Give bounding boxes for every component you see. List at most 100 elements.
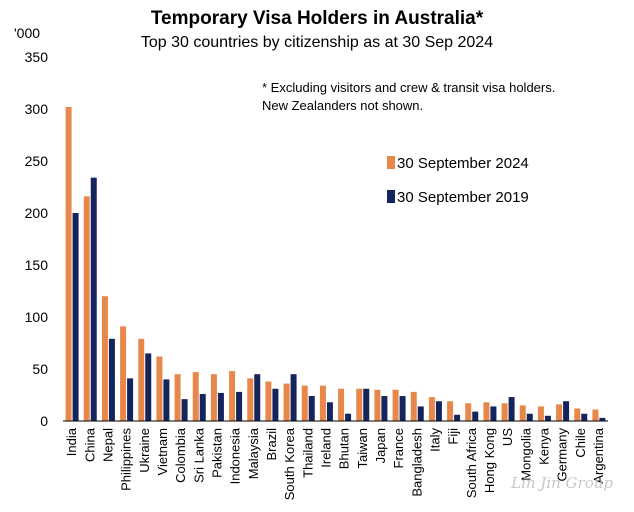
bar-2024-mongolia: [519, 405, 526, 421]
bar-2024-germany: [556, 404, 563, 421]
x-tick-label: Fiji: [446, 428, 461, 445]
x-tick-label: Hong Kong: [482, 428, 497, 493]
bar-2024-fiji: [447, 401, 454, 421]
bar-2019-chile: [581, 413, 588, 421]
bar-2019-pakistan: [217, 392, 224, 421]
bar-2019-thailand: [308, 396, 315, 421]
y-axis-unit-label: '000: [14, 25, 40, 41]
x-tick-label: Indonesia: [228, 427, 243, 484]
x-tick-label: South Africa: [464, 427, 479, 498]
bar-2019-germany: [563, 401, 570, 421]
x-tick-label: Nepal: [100, 428, 115, 462]
bar-2019-vietnam: [163, 379, 170, 421]
x-tick-label: Kenya: [536, 427, 551, 465]
bar-2019-bhutan: [345, 413, 352, 421]
x-tick-label: Ukraine: [137, 428, 152, 473]
y-tick-label: 150: [25, 257, 49, 273]
bar-2019-hong-kong: [490, 406, 497, 421]
bar-2024-taiwan: [356, 388, 363, 421]
legend: 30 September 2024 30 September 2019: [387, 155, 529, 206]
bar-2024-ireland: [319, 385, 326, 421]
bar-2024-vietnam: [156, 356, 163, 421]
bar-2024-thailand: [301, 385, 308, 421]
x-tick-label: Bangladesh: [409, 428, 424, 497]
bar-2024-bangladesh: [410, 391, 417, 421]
bar-2024-france: [392, 389, 399, 421]
bar-2019-france: [399, 396, 406, 421]
watermark: Lin Jin Group: [510, 474, 613, 492]
bar-2024-ukraine: [138, 338, 145, 421]
bar-2024-bhutan: [338, 388, 345, 421]
x-tick-label: China: [82, 427, 97, 462]
bar-2019-nepal: [108, 338, 115, 421]
x-tick-label: US: [500, 428, 515, 446]
bar-2024-colombia: [174, 374, 181, 421]
bar-2024-malaysia: [247, 378, 254, 421]
bar-2019-south-africa: [472, 411, 479, 421]
x-tick-label: Ireland: [318, 428, 333, 468]
chart-subtitle: Top 30 countries by citizenship as at 30…: [141, 34, 493, 51]
x-tick-label: Taiwan: [355, 428, 370, 468]
bar-2024-italy: [428, 397, 435, 421]
bar-2019-indonesia: [236, 391, 243, 421]
bar-2019-ukraine: [145, 353, 152, 421]
bar-2024-japan: [374, 389, 381, 421]
bar-2019-sri-lanka: [199, 393, 206, 421]
legend-swatch-2024: [387, 156, 395, 169]
footnote-line-1: * Excluding visitors and crew & transit …: [262, 80, 555, 95]
y-tick-label: 50: [32, 361, 48, 377]
bar-2024-philippines: [120, 326, 127, 421]
bar-2019-us: [508, 397, 515, 421]
y-tick-label: 0: [40, 413, 48, 429]
bar-2019-south-korea: [290, 374, 297, 421]
bar-2024-china: [83, 196, 90, 421]
bar-2019-malaysia: [254, 374, 261, 421]
footnote-line-2: New Zealanders not shown.: [262, 98, 423, 113]
y-tick-label: 200: [25, 205, 49, 221]
x-tick-label: South Korea: [282, 427, 297, 500]
bar-2019-japan: [381, 396, 388, 421]
bar-2019-bangladesh: [417, 406, 424, 421]
bar-2024-chile: [574, 408, 581, 421]
legend-swatch-2019: [387, 190, 395, 203]
bar-2019-mongolia: [526, 413, 533, 421]
x-tick-label: Pakistan: [209, 428, 224, 478]
x-tick-label: Bhutan: [337, 428, 352, 469]
bar-2024-south-korea: [283, 383, 290, 421]
x-tick-label: Italy: [427, 428, 442, 452]
bar-2019-italy: [435, 401, 442, 421]
bar-2024-india: [65, 106, 72, 422]
x-tick-label: Brazil: [264, 428, 279, 461]
x-tick-label: Germany: [555, 428, 570, 482]
bar-2024-sri-lanka: [192, 372, 199, 421]
x-tick-label: Malaysia: [246, 427, 261, 479]
bar-2024-us: [501, 403, 508, 421]
bar-2024-pakistan: [210, 374, 217, 421]
legend-label-2024: 30 September 2024: [397, 155, 529, 172]
x-tick-label: Thailand: [300, 428, 315, 478]
y-tick-label: 300: [25, 101, 49, 117]
bar-2024-hong-kong: [483, 402, 490, 421]
bar-2024-brazil: [265, 381, 272, 421]
x-tick-label: Mongolia: [518, 427, 533, 481]
bar-2019-china: [90, 177, 97, 421]
x-tick-label: India: [64, 427, 79, 456]
bar-2024-argentina: [592, 409, 599, 421]
bar-2024-kenya: [537, 406, 544, 421]
x-tick-label: France: [391, 428, 406, 468]
x-tick-label: Colombia: [173, 427, 188, 483]
bar-2019-taiwan: [363, 388, 370, 421]
bar-2019-fiji: [454, 414, 461, 421]
x-tick-label: Japan: [373, 428, 388, 463]
y-tick-label: 250: [25, 153, 49, 169]
x-tick-label: Philippines: [119, 428, 134, 491]
x-tick-label: Argentina: [591, 427, 606, 483]
y-tick-label: 350: [25, 49, 49, 65]
bar-2019-colombia: [181, 399, 188, 421]
bar-2019-kenya: [544, 415, 551, 421]
bar-2019-philippines: [127, 378, 134, 421]
chart-title: Temporary Visa Holders in Australia*: [151, 8, 484, 29]
x-tick-label: Chile: [573, 428, 588, 458]
plot-area: 0 50 100 150 200 250 300 350 India China Nepal Phil…: [25, 49, 608, 500]
